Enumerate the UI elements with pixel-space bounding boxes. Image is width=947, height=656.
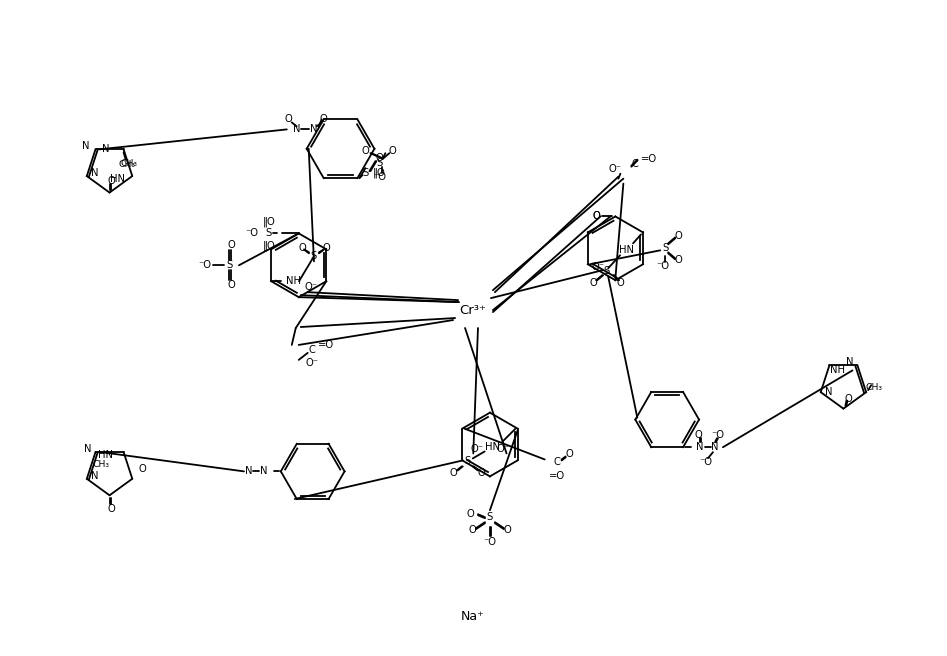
Text: O: O <box>227 240 235 251</box>
Text: Cr³⁺: Cr³⁺ <box>459 304 487 317</box>
Text: O: O <box>298 243 306 253</box>
Text: ⁻O: ⁻O <box>656 261 670 272</box>
Text: O: O <box>388 146 396 156</box>
Text: NH: NH <box>830 365 845 375</box>
Text: O: O <box>320 114 328 125</box>
Text: S: S <box>662 243 669 253</box>
Text: NH: NH <box>286 276 300 286</box>
Text: C: C <box>309 345 315 355</box>
Text: O: O <box>616 278 624 288</box>
Text: S: S <box>226 260 232 270</box>
Text: O: O <box>478 468 486 478</box>
Text: =O: =O <box>641 154 657 164</box>
Text: N: N <box>83 444 91 454</box>
Text: O: O <box>593 211 600 222</box>
Text: =O: =O <box>548 472 564 482</box>
Text: O: O <box>227 280 235 290</box>
Text: O⁻: O⁻ <box>471 445 484 455</box>
Text: ‖O: ‖O <box>373 168 385 178</box>
Text: CH₃: CH₃ <box>120 159 137 168</box>
Text: S: S <box>487 512 493 522</box>
Text: HN: HN <box>98 450 114 460</box>
Text: O: O <box>108 504 116 514</box>
Text: O: O <box>593 211 600 222</box>
Text: O: O <box>565 449 574 459</box>
Text: N: N <box>310 125 317 134</box>
Text: ⁻O: ⁻O <box>711 430 724 440</box>
Text: CH₃: CH₃ <box>92 461 109 469</box>
Text: N: N <box>91 168 98 178</box>
Text: O⁻: O⁻ <box>305 358 318 368</box>
Text: CH₃: CH₃ <box>118 160 135 169</box>
Text: N: N <box>711 442 719 452</box>
Text: HN: HN <box>110 174 125 184</box>
Text: ‖O: ‖O <box>262 240 276 251</box>
Text: S: S <box>311 251 317 261</box>
Text: CH₃: CH₃ <box>866 382 883 392</box>
Text: O: O <box>285 114 293 125</box>
Text: O⁻: O⁻ <box>592 262 605 272</box>
Text: Na⁺: Na⁺ <box>461 610 485 623</box>
Text: C: C <box>553 457 560 468</box>
Text: N: N <box>260 466 268 476</box>
Text: O: O <box>138 464 146 474</box>
Text: ⁻O: ⁻O <box>199 260 211 270</box>
Text: O: O <box>108 176 116 186</box>
Text: HN: HN <box>618 245 634 255</box>
Text: O: O <box>589 278 597 288</box>
Text: O: O <box>450 468 457 478</box>
Text: N: N <box>696 442 704 452</box>
Text: S: S <box>266 228 272 238</box>
Text: N: N <box>825 387 832 397</box>
Text: S: S <box>603 266 609 276</box>
Text: C: C <box>632 159 638 169</box>
Text: N: N <box>293 125 300 134</box>
Text: S: S <box>363 168 368 178</box>
Text: N: N <box>245 466 253 476</box>
Text: O: O <box>362 146 369 156</box>
Text: ⁻O: ⁻O <box>245 228 259 238</box>
Text: O⁻: O⁻ <box>496 445 509 455</box>
Text: ⁻O: ⁻O <box>700 457 712 467</box>
Text: O: O <box>376 153 384 163</box>
Text: HN: HN <box>485 443 500 453</box>
Text: ⁻O: ⁻O <box>373 172 385 182</box>
Text: S: S <box>376 158 383 168</box>
Text: O: O <box>504 525 511 535</box>
Text: =O: =O <box>317 340 333 350</box>
Text: O: O <box>468 525 476 535</box>
Text: O: O <box>466 509 474 519</box>
Text: N: N <box>102 144 110 154</box>
Text: N: N <box>81 141 89 152</box>
Text: O: O <box>674 232 682 241</box>
Text: O: O <box>674 255 682 265</box>
Text: S: S <box>465 457 471 466</box>
Text: ‖O: ‖O <box>262 216 276 227</box>
Text: O: O <box>845 394 852 403</box>
Text: O⁻: O⁻ <box>304 282 317 292</box>
Text: O⁻: O⁻ <box>609 164 622 174</box>
Text: O: O <box>694 430 702 440</box>
Text: ⁻O: ⁻O <box>483 537 496 547</box>
Text: N: N <box>91 471 98 481</box>
Text: O: O <box>322 243 330 253</box>
Text: N: N <box>846 358 853 367</box>
